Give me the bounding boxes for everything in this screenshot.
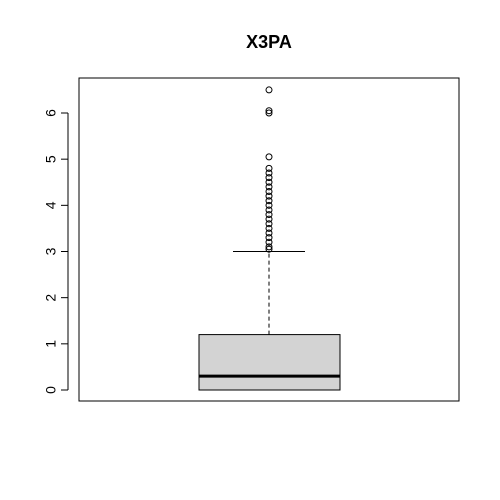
outlier-point xyxy=(265,107,273,115)
outlier-point xyxy=(265,245,273,253)
outlier-point xyxy=(265,183,273,191)
iqr-box xyxy=(198,334,341,391)
y-axis: 0 1 2 3 4 5 6 xyxy=(43,109,69,394)
outlier-point xyxy=(265,174,273,182)
outlier-point xyxy=(265,153,273,161)
outlier-point xyxy=(265,220,273,228)
outlier-point xyxy=(265,164,273,172)
y-tick-label: 2 xyxy=(43,294,59,302)
outlier-point xyxy=(265,187,273,195)
outlier-point xyxy=(265,234,273,242)
y-tick-label: 0 xyxy=(43,386,59,394)
outlier-point xyxy=(265,201,273,209)
outlier-point xyxy=(265,229,273,237)
outlier-point xyxy=(265,211,273,219)
y-tick-label: 3 xyxy=(43,247,59,255)
outlier-point xyxy=(265,243,273,251)
outlier-point xyxy=(265,86,273,94)
y-tick-label: 5 xyxy=(43,155,59,163)
outlier-point xyxy=(265,178,273,186)
chart-title: X3PA xyxy=(246,32,292,52)
outlier-point xyxy=(265,192,273,200)
boxplot xyxy=(198,86,341,391)
y-tick-label: 6 xyxy=(43,109,59,117)
y-tick-label: 4 xyxy=(43,201,59,209)
outlier-point xyxy=(265,109,273,117)
plot-frame xyxy=(78,77,460,402)
outlier-point xyxy=(265,197,273,205)
outlier-point xyxy=(265,238,273,246)
outlier-point xyxy=(265,224,273,232)
outlier-point xyxy=(265,215,273,223)
outlier-point xyxy=(265,206,273,214)
outlier-point xyxy=(265,169,273,177)
y-tick-label: 1 xyxy=(43,340,59,348)
